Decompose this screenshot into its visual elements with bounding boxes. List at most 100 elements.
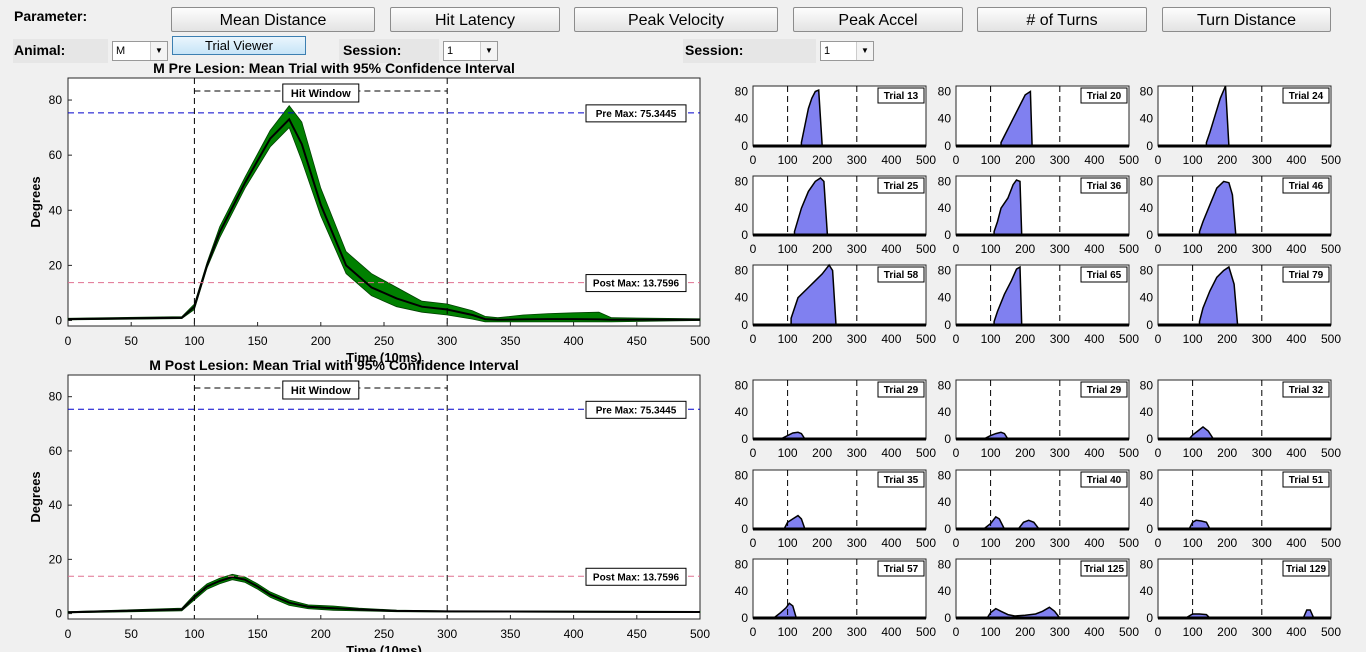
trial-x-tick-label: 200 — [812, 536, 832, 550]
trial-x-tick-label: 100 — [981, 536, 1001, 550]
trial-plot: Trial 40 0 40 80 0 100 200 300 400 500 — [938, 468, 1140, 550]
trial-label-box — [1282, 560, 1330, 577]
x-tick-label: 0 — [65, 627, 72, 641]
trial-x-tick-label: 500 — [1321, 332, 1341, 346]
trial-label: Trial 79 — [1289, 270, 1324, 281]
trial-trace — [790, 263, 837, 326]
trial-label-box — [1080, 266, 1128, 283]
trial-x-tick-label: 100 — [981, 332, 1001, 346]
trial-x-tick-label: 300 — [1252, 446, 1272, 460]
hit-latency-button[interactable]: Hit Latency — [390, 7, 560, 32]
trial-trace — [1205, 85, 1230, 147]
num-turns-button[interactable]: # of Turns — [977, 7, 1147, 32]
trial-y-tick-label: 0 — [944, 318, 951, 332]
trial-x-tick-label: 200 — [1217, 446, 1237, 460]
trial-x-tick-label: 100 — [981, 446, 1001, 460]
trial-x-tick-label: 100 — [778, 242, 798, 256]
trial-trace — [793, 177, 829, 236]
trial-viewer-button[interactable]: Trial Viewer — [172, 36, 306, 55]
x-tick-label: 200 — [311, 334, 331, 348]
trial-y-tick-label: 40 — [1140, 291, 1154, 305]
trial-trace — [985, 606, 1062, 619]
trial-x-tick-label: 300 — [847, 332, 867, 346]
x-tick-label: 400 — [564, 627, 584, 641]
x-tick-label: 350 — [500, 334, 520, 348]
trial-label-box — [877, 471, 925, 488]
trial-x-tick-label: 300 — [1252, 536, 1272, 550]
trial-x-tick-label: 0 — [750, 242, 757, 256]
chevron-down-icon: ▼ — [150, 42, 167, 60]
y-tick-label: 40 — [49, 203, 63, 217]
trial-x-tick-label: 200 — [812, 446, 832, 460]
trial-y-tick-label: 40 — [1140, 112, 1154, 126]
trial-plot-area — [752, 175, 927, 236]
trial-x-tick-label: 300 — [1050, 153, 1070, 167]
trial-x-tick-label: 500 — [916, 446, 936, 460]
trial-y-tick-label: 0 — [741, 139, 748, 153]
hit-window-label: Hit Window — [291, 88, 351, 100]
session-right-select[interactable]: 1 ▼ — [820, 41, 874, 61]
x-tick-label: 500 — [690, 627, 710, 641]
trial-y-tick-label: 80 — [1140, 84, 1154, 98]
trial-x-tick-label: 0 — [953, 242, 960, 256]
animal-field-bg — [13, 39, 108, 63]
trial-x-tick-label: 0 — [953, 332, 960, 346]
animal-select[interactable]: M ▼ — [112, 41, 168, 61]
trial-x-tick-label: 0 — [1155, 153, 1162, 167]
trial-x-tick-label: 200 — [1015, 242, 1035, 256]
x-tick-label: 50 — [125, 334, 139, 348]
trial-label: Trial 36 — [1087, 181, 1122, 192]
y-tick-label: 20 — [49, 552, 63, 566]
x-tick-label: 300 — [437, 627, 457, 641]
trial-y-tick-label: 0 — [944, 228, 951, 242]
peak-accel-button[interactable]: Peak Accel — [793, 7, 963, 32]
trial-x-tick-label: 400 — [1084, 625, 1104, 639]
trial-x-tick-label: 400 — [1286, 153, 1306, 167]
trial-label: Trial 13 — [884, 91, 919, 102]
trial-x-tick-label: 500 — [1321, 153, 1341, 167]
x-axis-label: Time (10ms) — [346, 643, 422, 652]
trial-y-tick-label: 40 — [1140, 584, 1154, 598]
session-right-value: 1 — [824, 45, 831, 57]
x-tick-label: 450 — [627, 627, 647, 641]
trial-y-tick-label: 0 — [741, 318, 748, 332]
trial-x-tick-label: 0 — [750, 625, 757, 639]
trial-x-tick-label: 400 — [881, 153, 901, 167]
trial-label: Trial 125 — [1084, 564, 1124, 575]
trial-trace — [1198, 180, 1237, 236]
trial-x-tick-label: 0 — [1155, 625, 1162, 639]
trial-x-tick-label: 300 — [1252, 242, 1272, 256]
trial-x-tick-label: 400 — [1286, 446, 1306, 460]
trial-x-tick-label: 400 — [881, 536, 901, 550]
trial-x-tick-label: 200 — [1015, 536, 1035, 550]
trial-x-tick-label: 0 — [750, 536, 757, 550]
trial-y-tick-label: 40 — [735, 495, 749, 509]
trial-label-box — [1282, 87, 1330, 104]
trial-label: Trial 29 — [884, 385, 919, 396]
session-left-select[interactable]: 1 ▼ — [443, 41, 498, 61]
trial-y-tick-label: 0 — [1146, 228, 1153, 242]
trial-y-tick-label: 80 — [735, 263, 749, 277]
y-tick-label: 60 — [49, 148, 63, 162]
trial-y-tick-label: 80 — [1140, 263, 1154, 277]
hit-window-box — [282, 83, 360, 103]
chart-title: M Post Lesion: Mean Trial with 95% Confi… — [149, 357, 519, 373]
hit-window-box — [282, 380, 360, 400]
trial-x-tick-label: 400 — [1084, 153, 1104, 167]
turn-distance-button[interactable]: Turn Distance — [1162, 7, 1331, 32]
peak-velocity-button[interactable]: Peak Velocity — [574, 7, 778, 32]
y-tick-label: 80 — [49, 93, 63, 107]
trial-x-tick-label: 500 — [916, 153, 936, 167]
trial-y-tick-label: 40 — [1140, 201, 1154, 215]
x-tick-label: 0 — [65, 334, 72, 348]
trial-y-tick-label: 80 — [735, 378, 749, 392]
trial-plot: Trial 20 0 40 80 0 100 200 300 400 500 — [938, 84, 1140, 167]
trial-x-tick-label: 100 — [1183, 446, 1203, 460]
trial-label-box — [1282, 381, 1330, 398]
trial-x-tick-label: 400 — [881, 332, 901, 346]
trial-x-tick-label: 200 — [812, 153, 832, 167]
trial-y-tick-label: 80 — [735, 557, 749, 571]
mean-distance-button[interactable]: Mean Distance — [171, 7, 375, 32]
trial-x-tick-label: 100 — [981, 242, 1001, 256]
pre-max-label: Pre Max: 75.3445 — [596, 405, 677, 416]
